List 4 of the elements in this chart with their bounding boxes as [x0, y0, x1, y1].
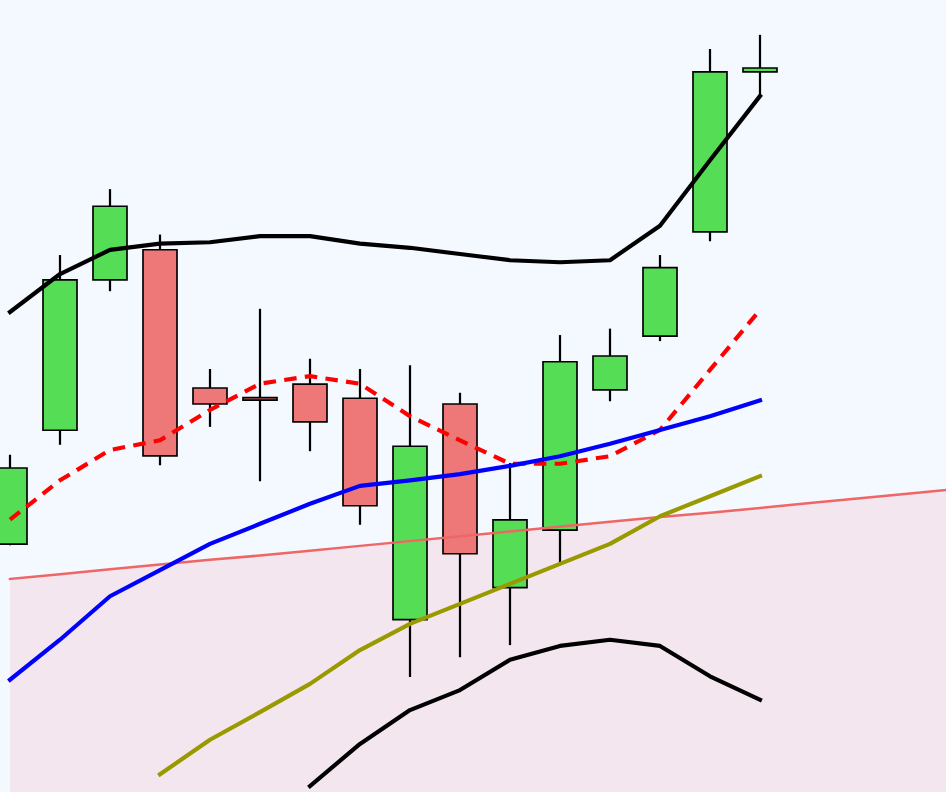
candlestick	[242, 308, 278, 482]
candlestick	[592, 328, 628, 402]
candlestick	[192, 368, 228, 427]
candlestick	[292, 358, 328, 452]
